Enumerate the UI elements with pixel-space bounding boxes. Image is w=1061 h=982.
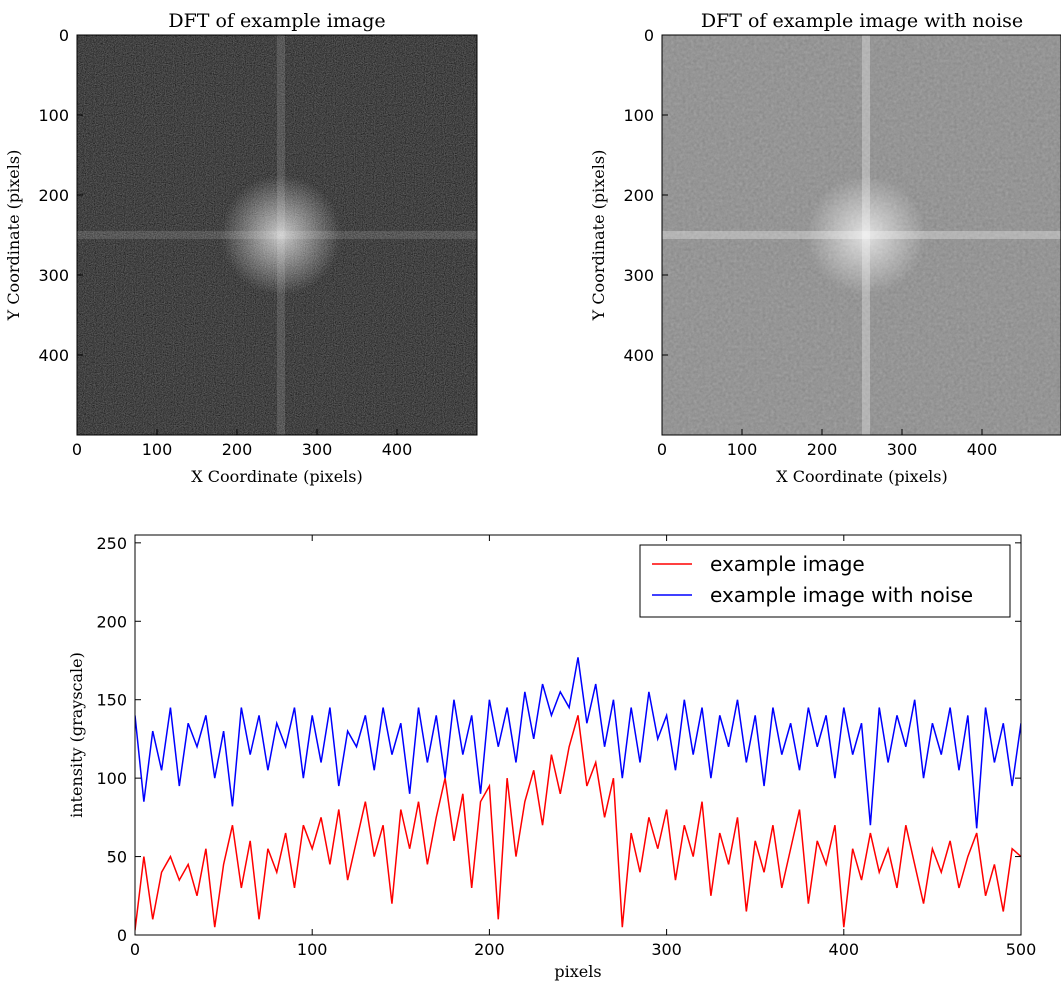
legend-label: example image with noise	[710, 583, 973, 607]
y-tick-label: 400	[38, 346, 69, 365]
y-tick-label: 300	[623, 266, 654, 285]
chart-title: DFT of example image	[168, 10, 385, 32]
x-tick-label: 200	[474, 940, 505, 959]
x-tick-label: 0	[657, 440, 667, 459]
x-tick-label: 400	[967, 440, 998, 459]
y-tick-label: 200	[96, 612, 127, 631]
x-tick-label: 0	[72, 440, 82, 459]
legend-box	[639, 544, 1011, 618]
x-tick-label: 0	[130, 940, 140, 959]
y-tick-label: 50	[107, 848, 127, 867]
x-tick-label: 500	[1006, 940, 1037, 959]
spectrum-center	[806, 175, 926, 295]
spectrum-center	[221, 175, 341, 295]
image-frame	[661, 34, 1061, 436]
plot-area	[135, 657, 1021, 931]
y-tick-label: 100	[623, 106, 654, 125]
legend-label: example image	[710, 552, 865, 576]
y-tick-label: 0	[644, 26, 654, 45]
x-tick-label: 200	[807, 440, 838, 459]
image-frame	[76, 34, 478, 436]
y-tick-label: 100	[96, 769, 127, 788]
y-tick-label: 100	[38, 106, 69, 125]
axes-frame	[134, 534, 1022, 936]
x-axis-label: X Coordinate (pixels)	[191, 467, 362, 486]
y-tick-label: 400	[623, 346, 654, 365]
y-tick-label: 300	[38, 266, 69, 285]
x-tick-label: 300	[651, 940, 682, 959]
data-line	[135, 715, 1021, 931]
x-tick-label: 300	[887, 440, 918, 459]
y-tick-label: 0	[59, 26, 69, 45]
chart-title: DFT of example image with noise	[701, 10, 1023, 32]
y-tick-label: 200	[38, 186, 69, 205]
y-tick-label: 200	[623, 186, 654, 205]
x-tick-label: 100	[727, 440, 758, 459]
x-tick-label: 100	[297, 940, 328, 959]
x-tick-label: 200	[222, 440, 253, 459]
y-axis-label: intensity (grayscale)	[67, 652, 86, 818]
x-tick-label: 400	[382, 440, 413, 459]
x-tick-label: 100	[142, 440, 173, 459]
y-tick-label: 250	[96, 534, 127, 553]
y-axis-label: Y Coordinate (pixels)	[589, 150, 608, 322]
x-tick-label: 300	[302, 440, 333, 459]
x-axis-label: pixels	[554, 962, 601, 981]
data-line	[135, 657, 1021, 829]
x-tick-label: 400	[829, 940, 860, 959]
x-axis-label: X Coordinate (pixels)	[776, 467, 947, 486]
y-tick-label: 150	[96, 691, 127, 710]
y-tick-label: 0	[117, 926, 127, 945]
y-axis-label: Y Coordinate (pixels)	[4, 150, 23, 322]
